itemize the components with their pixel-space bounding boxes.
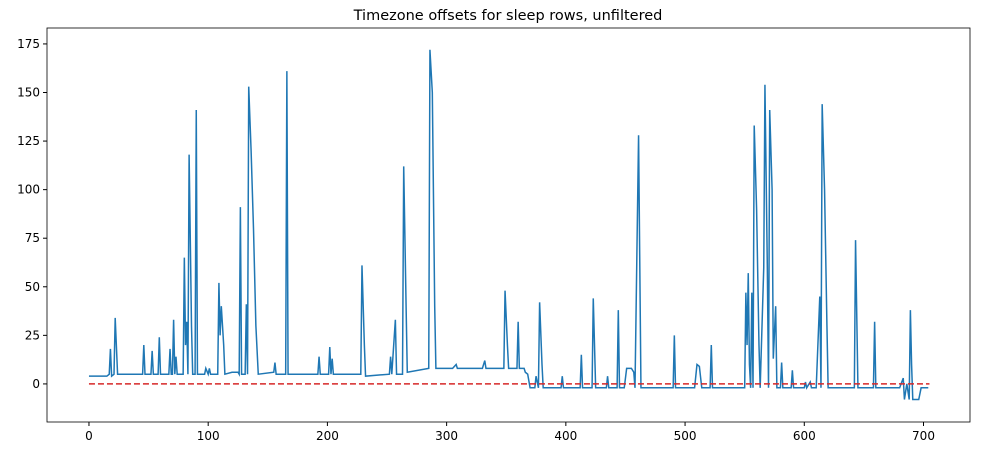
x-tick-label: 700 xyxy=(912,429,935,443)
x-tick-label: 500 xyxy=(674,429,697,443)
y-tick-label: 50 xyxy=(25,280,40,294)
x-tick-label: 100 xyxy=(197,429,220,443)
plot-frame xyxy=(46,27,971,423)
line xyxy=(88,49,929,401)
chart-title: Timezone offsets for sleep rows, unfilte… xyxy=(353,8,663,24)
x-tick-label: 600 xyxy=(793,429,816,443)
x-tick-label: 0 xyxy=(85,429,93,443)
y-tick-label: 100 xyxy=(17,183,40,197)
y-tick-label: 125 xyxy=(17,134,40,148)
y-tick-label: 175 xyxy=(17,37,40,51)
x-tick-label: 200 xyxy=(316,429,339,443)
y-tick-label: 0 xyxy=(32,377,40,391)
x-tick-label: 400 xyxy=(554,429,577,443)
y-tick-label: 75 xyxy=(25,231,40,245)
y-tick-label: 25 xyxy=(25,328,40,342)
x-tick-label: 300 xyxy=(435,429,458,443)
y-tick-label: 150 xyxy=(17,86,40,100)
